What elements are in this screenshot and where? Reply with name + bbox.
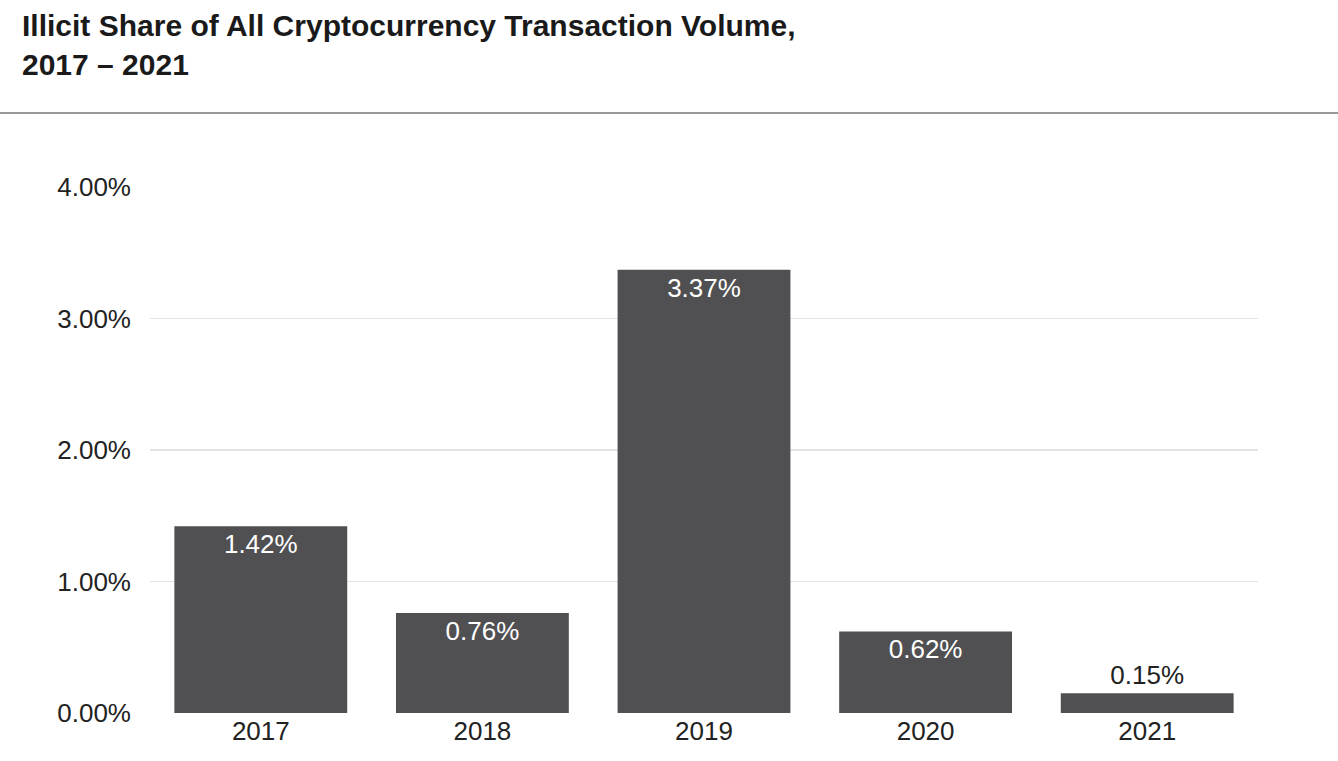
svg-text:1.00%: 1.00% — [57, 567, 131, 597]
svg-text:2020: 2020 — [897, 716, 955, 746]
svg-text:2018: 2018 — [453, 716, 511, 746]
svg-text:0.62%: 0.62% — [889, 634, 963, 664]
svg-text:2019: 2019 — [675, 716, 733, 746]
svg-text:0.15%: 0.15% — [1110, 660, 1184, 690]
svg-text:1.42%: 1.42% — [224, 529, 298, 559]
svg-text:Illicit Share of All Cryptocur: Illicit Share of All Cryptocurrency Tran… — [22, 9, 796, 81]
svg-text:4.00%: 4.00% — [57, 172, 131, 202]
svg-text:3.00%: 3.00% — [57, 304, 131, 334]
svg-text:2.00%: 2.00% — [57, 435, 131, 465]
svg-text:2021: 2021 — [1118, 716, 1176, 746]
svg-text:0.00%: 0.00% — [57, 698, 131, 728]
svg-text:3.37%: 3.37% — [667, 273, 741, 303]
svg-text:2017: 2017 — [232, 716, 290, 746]
svg-text:0.76%: 0.76% — [446, 616, 520, 646]
